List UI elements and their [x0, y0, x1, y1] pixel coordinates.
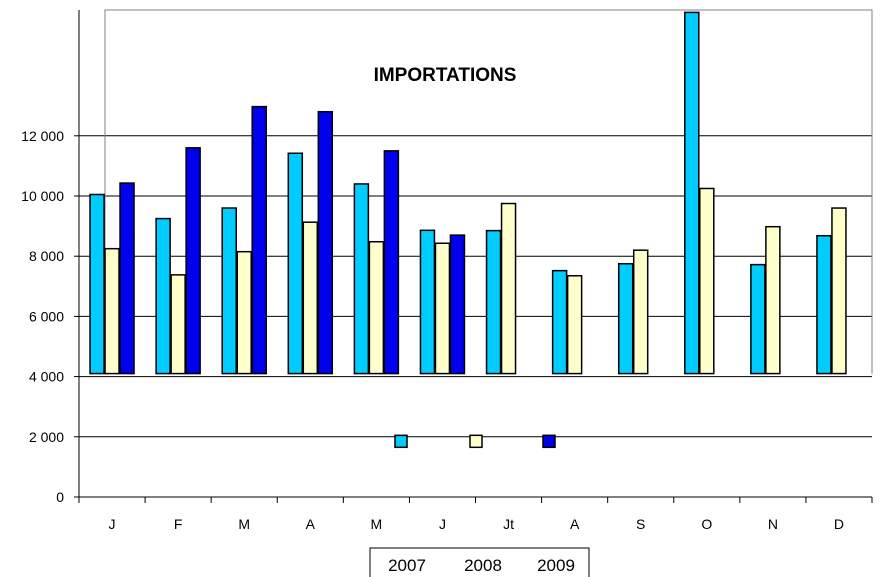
bar-2009 [317, 110, 334, 375]
bar-2008 [699, 187, 715, 375]
bar-2007 [684, 11, 700, 375]
bar-2009 [251, 105, 267, 375]
bar-2009 [383, 150, 400, 375]
bar-2007 [155, 217, 171, 375]
y-tick-label: 12 000 [21, 128, 64, 144]
y-tick-label: 6 000 [29, 308, 64, 324]
bar-2007 [750, 263, 766, 375]
bar-2007 [485, 229, 502, 375]
bar-2007 [551, 269, 568, 375]
legend-box [369, 547, 590, 577]
legend-marker-2009 [542, 434, 556, 449]
bar-2008 [104, 247, 120, 375]
x-tick-label: J [439, 516, 446, 532]
bar-2007 [816, 234, 832, 375]
bar-2009 [185, 147, 201, 375]
x-tick-label: J [109, 516, 116, 532]
bar-2008 [368, 241, 385, 375]
bar-2009 [119, 182, 135, 375]
bar-2008 [302, 221, 319, 375]
y-tick-label: 4 000 [29, 369, 64, 385]
x-tick-label: S [636, 516, 645, 532]
bar-2007 [89, 193, 105, 375]
bar-2009 [449, 234, 466, 375]
legend-label-2009: 2009 [537, 556, 575, 575]
bar-2008 [831, 207, 847, 375]
legend-marker-2007 [394, 434, 408, 449]
bar-2007 [419, 229, 436, 375]
y-tick-label: 0 [56, 489, 64, 505]
bars [89, 11, 847, 375]
y-axis: 0 2 000 4 000 6 000 8 000 10 000 12 000 [21, 10, 80, 505]
y-tick-label: 2 000 [29, 429, 64, 445]
x-axis: J F M A M J Jt A S O N D [78, 496, 873, 532]
plot-frame [104, 9, 873, 374]
x-tick-label: D [834, 516, 844, 532]
legend-markers [394, 434, 556, 449]
legend-label-2008: 2008 [464, 556, 502, 575]
bar-2008 [170, 274, 186, 375]
x-tick-label: M [238, 516, 250, 532]
legend: 2007 2008 2009 [369, 547, 590, 577]
x-tick-label: A [570, 516, 580, 532]
bar-2007 [287, 152, 304, 375]
bar-2007 [353, 183, 370, 375]
bar-2007 [617, 262, 634, 375]
chart-title: IMPORTATIONS [374, 65, 517, 86]
y-tick-label: 10 000 [21, 188, 64, 204]
bar-2008 [566, 275, 583, 375]
bar-2008 [236, 250, 252, 375]
plot-area-border [104, 9, 873, 374]
x-tick-label: Jt [503, 516, 514, 532]
bar-2007 [221, 207, 237, 375]
bar-2008 [434, 242, 451, 375]
x-tick-label: F [174, 516, 183, 532]
legend-marker-2008 [469, 434, 483, 449]
x-tick-label: N [768, 516, 778, 532]
x-tick-label: A [306, 516, 316, 532]
x-tick-label: M [371, 516, 383, 532]
legend-label-2007: 2007 [388, 556, 426, 575]
bar-2008 [632, 249, 649, 375]
bar-2008 [765, 225, 781, 375]
x-tick-label: O [701, 516, 712, 532]
bar-2008 [500, 202, 517, 375]
gridlines [79, 135, 872, 438]
y-tick-label: 8 000 [29, 248, 64, 264]
